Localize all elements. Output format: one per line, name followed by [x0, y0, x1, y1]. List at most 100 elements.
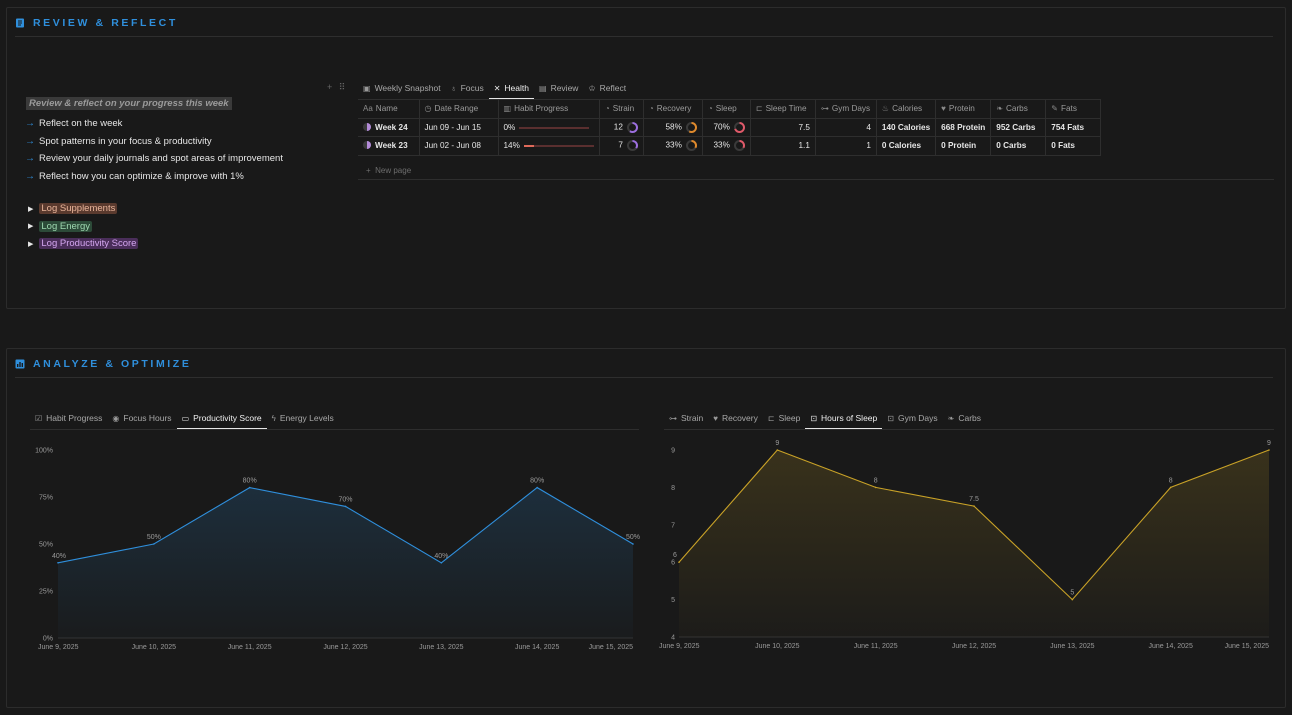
row-protein: 0 Protein: [935, 136, 992, 156]
col-carbs[interactable]: ❧ Carbs: [990, 99, 1047, 119]
col-label: Habit Progress: [514, 104, 569, 114]
triangle-right-icon[interactable]: ▶: [28, 223, 34, 231]
table-row[interactable]: Week 24 Jun 09 - Jun 15 0% 12 58% 70% 7.…: [358, 118, 1102, 137]
y-tick-label: 50%: [39, 542, 53, 549]
tab-habit-progress[interactable]: ☑ Habit Progress: [30, 410, 107, 428]
health-icon: ✕: [493, 83, 501, 93]
tab-strain[interactable]: ⊶ Strain: [664, 410, 708, 428]
triangle-right-icon[interactable]: ▶: [28, 205, 34, 213]
triangle-right-icon[interactable]: ▶: [28, 240, 34, 248]
divider: [15, 36, 1273, 37]
col-fats[interactable]: ✎ Fats: [1045, 99, 1102, 119]
col-calories[interactable]: ♨ Calories: [876, 99, 937, 119]
moon-icon: [363, 141, 371, 150]
toggle-log-productivity[interactable]: ▶ Log Productivity Score: [28, 235, 139, 253]
row-name[interactable]: Week 24: [358, 118, 420, 137]
data-point: [1268, 449, 1270, 451]
tab-health[interactable]: ✕ Health: [488, 80, 535, 99]
formula-icon: ◔: [604, 104, 610, 114]
col-label: Fats: [1060, 104, 1077, 114]
row-name-text[interactable]: Week 23: [375, 141, 408, 151]
strain-text: 7: [618, 140, 623, 150]
tab-gym-days[interactable]: ⊡ Gym Days: [882, 410, 942, 428]
tab-sleep[interactable]: ⊏ Sleep: [763, 410, 805, 428]
row-carbs: 952 Carbs: [990, 118, 1047, 137]
x-tick-label: June 13, 2025: [419, 644, 463, 651]
tab-focus-hours[interactable]: ◉ Focus Hours: [107, 410, 176, 428]
y-tick-label: 25%: [39, 589, 53, 596]
toggle-label[interactable]: Log Energy: [39, 220, 92, 232]
row-name[interactable]: Week 23: [358, 136, 420, 156]
section-title: REVIEW & REFLECT: [33, 17, 178, 29]
lock-icon: ⊡: [810, 413, 818, 423]
tab-recovery[interactable]: ♥ Recovery: [708, 410, 763, 428]
col-name[interactable]: Aa Name: [358, 99, 420, 119]
toggle-label[interactable]: Log Supplements: [39, 203, 118, 215]
data-label: 9: [1267, 440, 1271, 447]
bed-icon: ⊏: [755, 104, 763, 114]
col-label: Gym Days: [831, 104, 871, 114]
data-label: 8: [874, 477, 878, 484]
tab-reflect[interactable]: ♔ Reflect: [583, 80, 631, 98]
bullet-list: → Reflect on the week → Spot patterns in y…: [25, 115, 283, 185]
col-strain[interactable]: ◔ Strain: [599, 99, 644, 119]
new-page-button[interactable]: + New page: [366, 166, 411, 175]
drumstick-icon: ♨: [881, 104, 890, 114]
table-row[interactable]: Week 23 Jun 02 - Jun 08 14% 7 33% 33% 1.…: [358, 136, 1102, 156]
col-protein[interactable]: ♥ Protein: [935, 99, 992, 119]
tab-focus[interactable]: ♁ Focus: [446, 80, 489, 98]
toggle-log-energy[interactable]: ▶ Log Energy: [28, 218, 138, 236]
row-name-text[interactable]: Week 24: [375, 122, 408, 132]
tab-energy-levels[interactable]: ϟ Energy Levels: [267, 410, 339, 428]
recovery-text: 33%: [665, 140, 682, 150]
col-label: Protein: [948, 104, 975, 114]
strain-text: 12: [613, 122, 623, 132]
heart-icon: ♥: [713, 413, 718, 423]
y-tick-label: 75%: [39, 495, 53, 502]
carb-icon: ❧: [996, 104, 1003, 114]
arrow-right-icon: →: [25, 135, 35, 147]
tab-label: Sleep: [778, 413, 801, 423]
tab-carbs[interactable]: ❧ Carbs: [943, 410, 986, 428]
strain-ring: [626, 140, 638, 152]
tab-weekly-snapshot[interactable]: ▣ Weekly Snapshot: [358, 80, 446, 98]
toggle-label[interactable]: Log Productivity Score: [39, 238, 139, 250]
data-label: 50%: [147, 534, 161, 541]
tab-productivity-score[interactable]: ▭ Productivity Score: [176, 410, 267, 429]
tab-label: Focus Hours: [123, 413, 172, 423]
col-recovery[interactable]: ◔ Recovery: [643, 99, 703, 119]
col-gym-days[interactable]: ⊶ Gym Days: [815, 99, 877, 119]
col-sleep[interactable]: ◔ Sleep: [702, 99, 751, 119]
data-point: [874, 486, 877, 489]
col-habit-progress[interactable]: ▥ Habit Progress: [498, 99, 600, 119]
chart-icon: ▥: [503, 104, 512, 114]
tab-label: Gym Days: [897, 413, 938, 423]
habit-bar-fill: [523, 145, 534, 148]
calendar-icon: ◷: [424, 104, 432, 114]
sleep-ring: [733, 140, 745, 152]
y-tick-label: 5: [671, 597, 675, 604]
list-item: → Review your daily journals and spot are…: [25, 150, 283, 168]
sleep-text: 70%: [713, 122, 730, 132]
bed-icon: ⊏: [767, 413, 775, 423]
tab-label: Productivity Score: [193, 413, 262, 423]
data-point: [153, 543, 155, 545]
battery-icon: ▭: [181, 413, 190, 423]
col-sleep-time[interactable]: ⊏ Sleep Time: [750, 99, 816, 119]
x-tick-label: June 9, 2025: [659, 643, 700, 650]
data-point: [536, 486, 538, 489]
drag-handle-icon[interactable]: + ⠿: [327, 82, 348, 92]
snapshot-icon: ▣: [363, 83, 371, 93]
tab-hours-of-sleep[interactable]: ⊡ Hours of Sleep: [805, 410, 883, 429]
tab-label: Weekly Snapshot: [374, 83, 441, 93]
toggle-log-supplements[interactable]: ▶ Log Supplements: [28, 200, 138, 218]
formula-icon: ◔: [648, 104, 654, 114]
col-date-range[interactable]: ◷ Date Range: [419, 99, 499, 119]
new-page-label[interactable]: New page: [375, 166, 412, 175]
x-tick-label: June 15, 2025: [589, 644, 633, 651]
habit-bar: [519, 126, 590, 129]
focus-icon: ♁: [450, 83, 457, 93]
tab-review[interactable]: ▤ Review: [534, 80, 583, 98]
